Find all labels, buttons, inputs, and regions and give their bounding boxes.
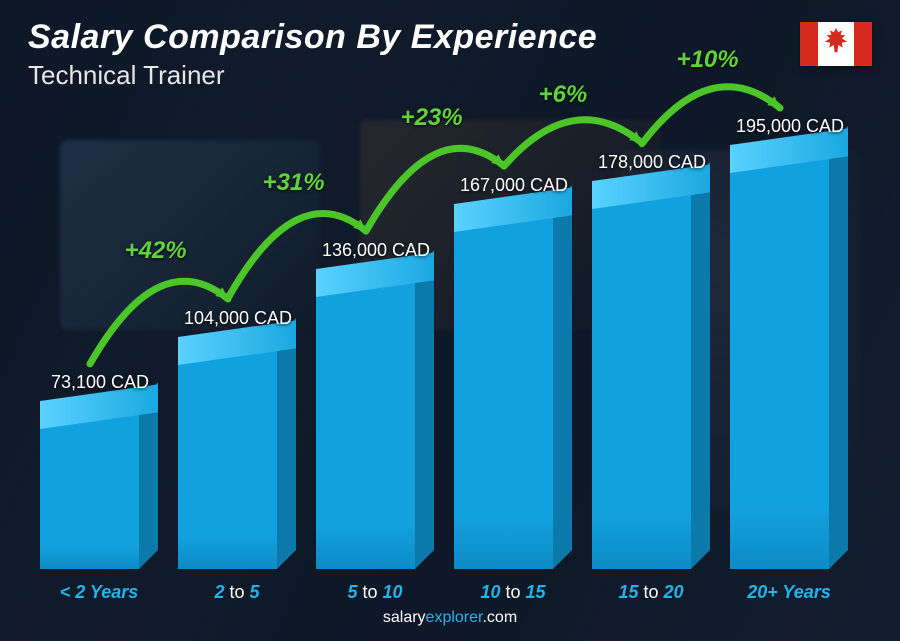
chart-title: Salary Comparison By Experience: [28, 18, 597, 57]
bar: [316, 283, 434, 569]
bar-front: [40, 415, 139, 569]
bar-front: [454, 218, 553, 569]
bar-side: [415, 250, 434, 569]
x-axis-category: 5 to 10: [305, 582, 445, 603]
x-axis-category: < 2 Years: [29, 582, 169, 603]
bar-group: 195,000 CAD20+ Years: [730, 159, 848, 569]
x-axis-category: 2 to 5: [167, 582, 307, 603]
bar-side: [691, 162, 710, 569]
bar-group: 136,000 CAD5 to 10: [316, 283, 434, 569]
bar-value-label: 178,000 CAD: [572, 152, 732, 173]
bar-chart: 73,100 CAD< 2 Years104,000 CAD2 to 5136,…: [40, 119, 860, 569]
canada-flag-icon: [800, 22, 872, 66]
bar-value-label: 195,000 CAD: [710, 116, 870, 137]
bar-front: [178, 351, 277, 569]
bar: [730, 159, 848, 569]
bar-group: 73,100 CAD< 2 Years: [40, 415, 158, 569]
bar-side: [553, 185, 572, 569]
footer-credit: salaryexplorer.com: [0, 609, 900, 627]
infographic-canvas: Salary Comparison By Experience Technica…: [0, 0, 900, 641]
x-axis-category: 10 to 15: [443, 582, 583, 603]
bar-side: [829, 126, 848, 569]
x-axis-category: 15 to 20: [581, 582, 721, 603]
percentage-increase-label: +31%: [263, 169, 325, 197]
chart-subtitle: Technical Trainer: [28, 60, 225, 91]
footer-text: .com: [482, 609, 517, 626]
bar-side: [277, 318, 296, 569]
bar-value-label: 73,100 CAD: [20, 372, 180, 393]
bar-group: 167,000 CAD10 to 15: [454, 218, 572, 569]
bar-value-label: 136,000 CAD: [296, 240, 456, 261]
bar-value-label: 167,000 CAD: [434, 175, 594, 196]
percentage-increase-label: +23%: [401, 104, 463, 132]
percentage-increase-label: +6%: [539, 81, 588, 109]
bar: [454, 218, 572, 569]
percentage-increase-label: +10%: [677, 46, 739, 74]
bar-group: 104,000 CAD2 to 5: [178, 351, 296, 569]
bar: [592, 195, 710, 569]
bar: [40, 415, 158, 569]
bar-front: [730, 159, 829, 569]
bar-group: 178,000 CAD15 to 20: [592, 195, 710, 569]
bar: [178, 351, 296, 569]
x-axis-category: 20+ Years: [719, 582, 859, 603]
footer-text: explorer: [426, 609, 483, 626]
percentage-increase-label: +42%: [125, 237, 187, 265]
bar-value-label: 104,000 CAD: [158, 308, 318, 329]
footer-text: salary: [383, 609, 426, 626]
bar-front: [316, 283, 415, 569]
bar-front: [592, 195, 691, 569]
